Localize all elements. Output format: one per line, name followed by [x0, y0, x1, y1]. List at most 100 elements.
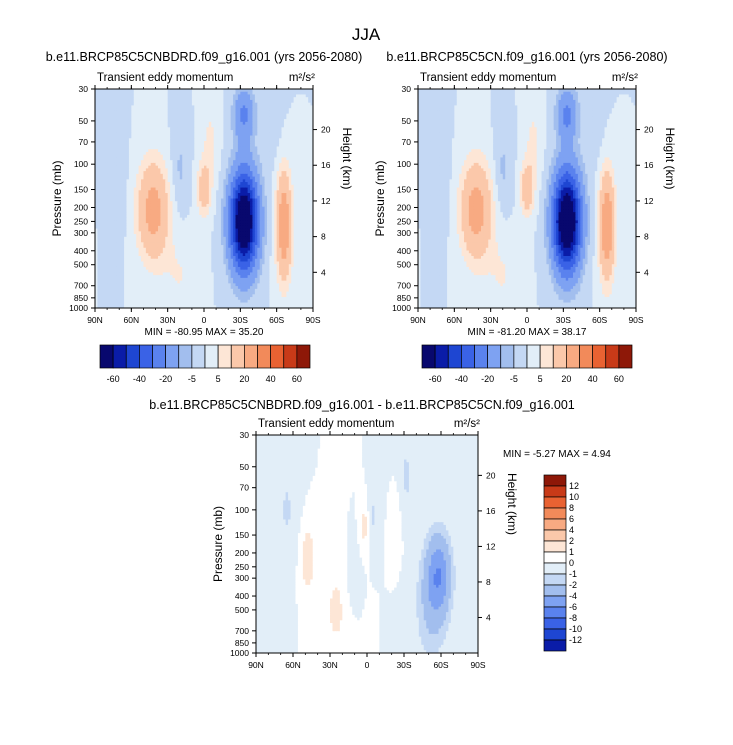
contour-cell: [238, 127, 241, 130]
contour-cell: [265, 231, 268, 234]
contour-cell: [117, 146, 120, 149]
contour-cell: [226, 182, 229, 185]
contour-cell: [296, 218, 299, 221]
contour-cell: [134, 163, 137, 166]
contour-cell: [219, 168, 222, 171]
contour-cell: [296, 212, 299, 215]
contour-cell: [277, 185, 280, 188]
contour-cell: [306, 166, 309, 169]
contour-cell: [139, 193, 142, 196]
contour-cell: [100, 209, 103, 212]
contour-cell: [272, 130, 275, 133]
contour-cell: [139, 188, 142, 191]
contour-cell: [119, 166, 122, 169]
contour-cell: [168, 122, 171, 125]
contour-cell: [100, 138, 103, 141]
contour-cell: [168, 188, 171, 191]
contour-cell: [252, 138, 255, 141]
contour-cell: [156, 144, 159, 147]
contour-cell: [105, 223, 108, 226]
contour-cell: [160, 105, 163, 108]
contour-cell: [228, 155, 231, 158]
contour-cell: [194, 199, 197, 202]
contour-cell: [112, 130, 115, 133]
contour-cell: [117, 226, 120, 229]
contour-cell: [107, 190, 110, 193]
contour-cell: [245, 111, 248, 114]
contour-cell: [199, 234, 202, 237]
contour-cell: [177, 92, 180, 95]
contour-cell: [197, 231, 200, 234]
contour-cell: [100, 234, 103, 237]
contour-cell: [308, 190, 311, 193]
contour-cell: [294, 168, 297, 171]
contour-cell: [141, 92, 144, 95]
contour-cell: [228, 97, 231, 100]
contour-cell: [131, 240, 134, 243]
contour-cell: [243, 92, 246, 95]
contour-cell: [240, 97, 243, 100]
contour-cell: [255, 100, 258, 103]
contour-cell: [252, 103, 255, 106]
contour-cell: [112, 193, 115, 196]
contour-cell: [141, 125, 144, 128]
contour-cell: [153, 212, 156, 215]
contour-cell: [185, 111, 188, 114]
contour-cell: [243, 100, 246, 103]
contour-cell: [226, 108, 229, 111]
contour-cell: [100, 119, 103, 122]
contour-cell: [284, 108, 287, 111]
contour-cell: [257, 105, 260, 108]
contour-cell: [129, 133, 132, 136]
contour-cell: [306, 226, 309, 229]
contour-cell: [119, 171, 122, 174]
contour-cell: [235, 127, 238, 130]
contour-cell: [100, 100, 103, 103]
contour-cell: [168, 234, 171, 237]
contour-cell: [107, 212, 110, 215]
contour-cell: [296, 209, 299, 212]
contour-cell: [194, 103, 197, 106]
contour-cell: [100, 144, 103, 147]
contour-cell: [240, 182, 243, 185]
contour-cell: [131, 125, 134, 128]
contour-cell: [206, 94, 209, 97]
contour-cell: [211, 138, 214, 141]
contour-cell: [139, 138, 142, 141]
contour-cell: [165, 171, 168, 174]
contour-cell: [221, 119, 224, 122]
contour-cell: [158, 133, 161, 136]
contour-cell: [272, 218, 275, 221]
contour-cell: [105, 125, 108, 128]
contour-cell: [175, 144, 178, 147]
contour-cell: [223, 201, 226, 204]
contour-cell: [180, 182, 183, 185]
contour-cell: [265, 193, 268, 196]
contour-cell: [211, 193, 214, 196]
contour-cell: [192, 149, 195, 152]
contour-cell: [250, 199, 253, 202]
contour-cell: [211, 185, 214, 188]
contour-cell: [194, 138, 197, 141]
contour-cell: [277, 188, 280, 191]
contour-cell: [291, 188, 294, 191]
contour-cell: [148, 240, 151, 243]
contour-cell: [199, 168, 202, 171]
contour-cell: [289, 100, 292, 103]
contour-cell: [255, 160, 258, 163]
contour-cell: [160, 111, 163, 114]
contour-cell: [294, 130, 297, 133]
contour-cell: [204, 220, 207, 223]
contour-cell: [243, 152, 246, 155]
contour-cell: [286, 108, 289, 111]
contour-cell: [211, 100, 214, 103]
contour-cell: [231, 174, 234, 177]
contour-cell: [223, 103, 226, 106]
contour-cell: [151, 171, 154, 174]
contour-cell: [199, 144, 202, 147]
contour-cell: [112, 234, 115, 237]
contour-cell: [301, 125, 304, 128]
contour-cell: [289, 152, 292, 155]
contour-cell: [192, 185, 195, 188]
contour-cell: [194, 111, 197, 114]
